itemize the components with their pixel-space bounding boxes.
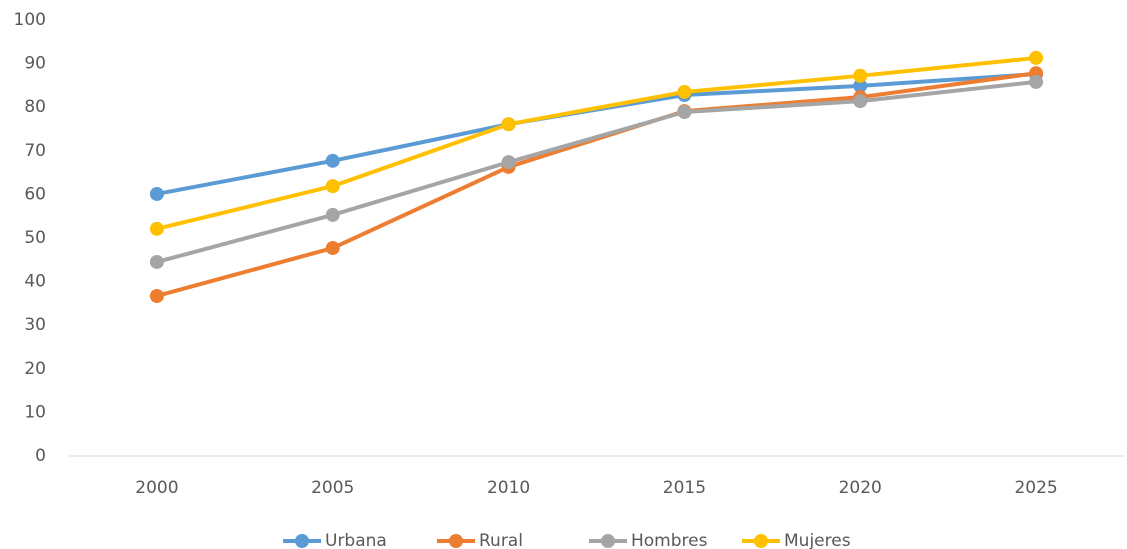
y-tick-label: 70: [24, 141, 46, 161]
data-point: [149, 186, 164, 201]
data-point: [677, 104, 692, 119]
data-point: [325, 241, 340, 256]
data-point: [325, 153, 340, 168]
data-point: [853, 78, 868, 93]
data-point: [149, 254, 164, 269]
data-point: [325, 207, 340, 222]
series-line: [156, 79, 1037, 264]
data-point: [677, 84, 692, 99]
y-tick-label: 90: [24, 54, 46, 74]
y-tick-label: 40: [24, 272, 46, 292]
x-tick-label: 2005: [311, 478, 354, 498]
y-tick-label: 30: [24, 315, 46, 335]
data-point: [325, 179, 340, 194]
x-tick-label: 2015: [663, 478, 706, 498]
data-point: [853, 68, 868, 83]
legend-label: Urbana: [325, 531, 387, 549]
data-point: [853, 94, 868, 109]
series-line: [156, 55, 1037, 231]
y-tick-label: 50: [24, 228, 46, 248]
data-point: [1029, 74, 1044, 89]
data-point: [149, 288, 164, 303]
legend-label: Mujeres: [784, 531, 851, 549]
y-tick-label: 80: [24, 97, 46, 117]
x-tick-label: 2000: [135, 478, 178, 498]
data-point: [149, 221, 164, 236]
data-point: [501, 155, 516, 170]
legend-label: Hombres: [631, 531, 708, 549]
y-tick-label: 20: [24, 359, 46, 379]
x-tick-label: 2010: [487, 478, 530, 498]
legend-label: Rural: [479, 531, 523, 549]
legend-marker: [754, 534, 768, 548]
x-tick-label: 2025: [1014, 478, 1057, 498]
data-point: [501, 117, 516, 132]
y-tick-label: 60: [24, 184, 46, 204]
legend-marker: [449, 534, 463, 548]
legend-marker: [295, 534, 309, 548]
y-tick-label: 100: [14, 10, 46, 30]
y-tick-label: 10: [24, 402, 46, 422]
x-tick-label: 2020: [839, 478, 882, 498]
y-tick-label: 0: [35, 446, 46, 466]
legend-marker: [601, 534, 615, 548]
data-point: [1029, 50, 1044, 65]
